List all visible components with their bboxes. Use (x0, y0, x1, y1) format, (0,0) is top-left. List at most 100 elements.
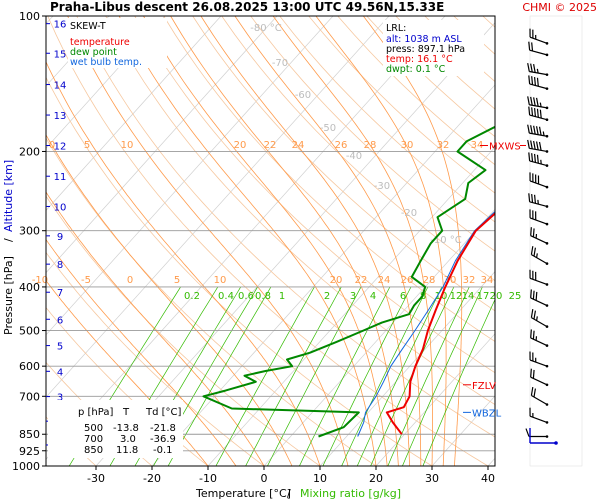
wind-barb-dot (545, 304, 549, 307)
wind-barb-flag (533, 125, 536, 135)
wind-barb-flag (535, 97, 539, 107)
sat-adiabat-label: 5 (84, 140, 90, 151)
sat-adiabat-label: 20 (234, 140, 247, 151)
background-labels: 0.2 0.4 0.6 0.8 1 2 3 4 6 8 10 12 14 17 20 25-80 °C-70-… (32, 23, 522, 302)
lrl-dwpt: dwpt: 0.1 °C (386, 64, 446, 75)
legend-title: SKEW-T (70, 21, 106, 32)
legend-wetbulb: wet bulb temp. (70, 57, 142, 68)
dry-adiabat-label: -10 °C (430, 235, 462, 246)
wind-barb-flag (533, 76, 537, 86)
x-tick-label: -20 (143, 472, 161, 485)
lrl-background (383, 20, 484, 76)
wind-barb-dot (545, 383, 549, 387)
y-tick-label: 500 (19, 325, 40, 338)
wind-barb-flag (530, 368, 532, 378)
isotherm (207, 146, 495, 466)
mixing-ratio-label: 0.6 (238, 291, 254, 302)
dry-adiabat (134, 16, 495, 374)
wind-barb-flag (535, 141, 539, 151)
dry-adiabat (163, 16, 495, 342)
table-cell-td-700: -36.9 (150, 434, 176, 445)
dry-adiabat (192, 16, 495, 312)
table-header-t: T (122, 407, 130, 418)
y-tick-label: 925 (19, 445, 40, 458)
wind-barb-flag (533, 153, 537, 163)
wind-barb-dot (545, 205, 549, 208)
wind-barb-flag (528, 75, 531, 85)
isotherm (263, 208, 495, 466)
wind-column (529, 15, 583, 467)
wind-barb (528, 75, 549, 90)
x-axis-label: Temperature [°C] (195, 487, 291, 500)
wind-barb (528, 152, 549, 167)
wind-barb-flag (536, 108, 539, 118)
wind-barb-flag (527, 139, 530, 149)
level-markers: MXWS FZLV WBZL (463, 142, 526, 419)
y-axis-label: Pressure [hPa] (2, 256, 15, 335)
mixing-ratio-label: 0.4 (218, 291, 234, 302)
wind-barb-flag (532, 290, 535, 300)
table-header-td: Td [°C] (145, 407, 182, 418)
wind-barb (528, 193, 549, 208)
wind-barb-half (536, 68, 539, 74)
x-tick-label: -10 (199, 472, 217, 485)
wind-barb-dot (545, 262, 549, 265)
wind-barb-flag (528, 41, 531, 51)
mixing-ratio-label: 20 (490, 291, 503, 302)
wind-barb-flag (530, 289, 532, 298)
wind-barb-flag (530, 386, 534, 396)
level-marker-label: MXWS (489, 142, 521, 153)
wind-barb (525, 428, 549, 438)
wind-barb (527, 124, 549, 138)
mixing-ratio-label: 6 (400, 291, 406, 302)
wind-barb (530, 386, 549, 406)
altitude-tick-label: 5 (57, 342, 63, 353)
wind-barb-flag (528, 152, 531, 161)
wind-barb-half (536, 253, 538, 258)
wind-barb-flag (533, 64, 536, 73)
wind-barb-dot (545, 364, 549, 368)
mixing-ratio-label: 0.2 (184, 291, 200, 302)
table-cell-p-500: 500 (84, 423, 103, 434)
wind-barb-flag (531, 194, 534, 203)
wind-barb (530, 368, 549, 387)
wetbulb-line (357, 210, 495, 437)
sat-adiabat-label: 26 (401, 275, 414, 286)
wind-barb-flag (530, 96, 533, 106)
lrl-title: LRL: (386, 23, 406, 34)
wind-barb (527, 96, 549, 110)
wind-barb-dot (545, 242, 549, 245)
isotherm (95, 22, 495, 466)
sat-adiabat-label: 26 (335, 140, 348, 151)
altitude-tick-label: 16 (54, 20, 67, 31)
saturated-adiabat (46, 238, 237, 466)
wind-barb-flag (530, 125, 533, 134)
wind-barb-flag (538, 126, 542, 136)
wind-barb-dot (545, 164, 549, 167)
sat-adiabat-label: 0 (49, 140, 55, 151)
altitude-tick-label: 11 (54, 172, 67, 183)
wind-barb-flag (530, 227, 532, 236)
sat-adiabat-label: 22 (355, 275, 368, 286)
dewpoint-line (202, 125, 495, 438)
x-axis-separator: / (287, 487, 291, 500)
isotherm (46, 16, 334, 336)
sat-adiabat-label: 10 (214, 275, 227, 286)
dry-adiabat-label: -30 (374, 181, 390, 192)
mixing-ratio-label: 14 (462, 291, 475, 302)
wind-barb-flag (530, 329, 532, 339)
mixing-ratio-label: 25 (509, 291, 522, 302)
wind-barb-flag (535, 126, 539, 135)
wind-barb-dot (545, 87, 549, 90)
wind-barb (527, 63, 549, 76)
y-tick-label: 300 (19, 225, 40, 238)
wind-barb (530, 329, 549, 347)
x-tick-label: 20 (369, 472, 383, 485)
sat-adiabat-label: 10 (121, 140, 134, 151)
table-cell-t-700: 3.0 (120, 434, 136, 445)
legend-box (68, 18, 167, 68)
wind-barb-flag (525, 428, 530, 437)
saturated-adiabat (46, 61, 321, 466)
x-tick-label: 0 (261, 472, 268, 485)
